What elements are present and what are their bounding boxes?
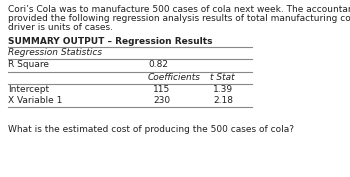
Text: driver is units of cases.: driver is units of cases. xyxy=(8,23,113,32)
Text: SUMMARY OUTPUT – Regression Results: SUMMARY OUTPUT – Regression Results xyxy=(8,37,212,46)
Text: 0.82: 0.82 xyxy=(148,60,168,69)
Text: Coefficients: Coefficients xyxy=(148,73,201,82)
Text: What is the estimated cost of producing the 500 cases of cola?: What is the estimated cost of producing … xyxy=(8,125,294,134)
Text: 230: 230 xyxy=(153,96,170,105)
Text: 115: 115 xyxy=(153,85,170,94)
Text: X Variable 1: X Variable 1 xyxy=(8,96,62,105)
Text: provided the following regression analysis results of total manufacturing costs.: provided the following regression analys… xyxy=(8,14,350,23)
Text: Cori’s Cola was to manufacture 500 cases of cola next week. The accountant: Cori’s Cola was to manufacture 500 cases… xyxy=(8,5,350,14)
Text: 1.39: 1.39 xyxy=(213,85,233,94)
Text: R Square: R Square xyxy=(8,60,49,69)
Text: t Stat: t Stat xyxy=(210,73,235,82)
Text: Intercept: Intercept xyxy=(8,85,49,94)
Text: 2.18: 2.18 xyxy=(213,96,233,105)
Text: Regression Statistics: Regression Statistics xyxy=(8,48,102,57)
